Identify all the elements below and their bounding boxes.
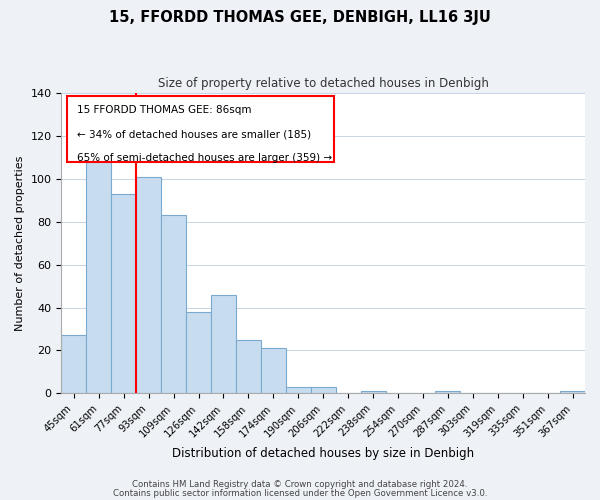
Text: Contains public sector information licensed under the Open Government Licence v3: Contains public sector information licen… [113,489,487,498]
Title: Size of property relative to detached houses in Denbigh: Size of property relative to detached ho… [158,78,488,90]
Bar [61,336,86,394]
Bar [161,216,186,394]
Bar [261,348,286,394]
Bar [311,387,335,394]
Bar [436,391,460,394]
Bar [211,294,236,394]
Bar [560,391,585,394]
Text: 15, FFORDD THOMAS GEE, DENBIGH, LL16 3JU: 15, FFORDD THOMAS GEE, DENBIGH, LL16 3JU [109,10,491,25]
Text: 65% of semi-detached houses are larger (359) →: 65% of semi-detached houses are larger (… [77,153,332,163]
Bar [136,176,161,394]
X-axis label: Distribution of detached houses by size in Denbigh: Distribution of detached houses by size … [172,447,474,460]
Bar [286,387,311,394]
Bar [186,312,211,394]
Bar [236,340,261,394]
Bar [86,153,111,394]
Bar [361,391,386,394]
Text: ← 34% of detached houses are smaller (185): ← 34% of detached houses are smaller (18… [77,129,311,139]
Bar [67,96,334,162]
Text: 15 FFORDD THOMAS GEE: 86sqm: 15 FFORDD THOMAS GEE: 86sqm [77,105,251,115]
Text: Contains HM Land Registry data © Crown copyright and database right 2024.: Contains HM Land Registry data © Crown c… [132,480,468,489]
Bar [111,194,136,394]
Y-axis label: Number of detached properties: Number of detached properties [15,156,25,331]
